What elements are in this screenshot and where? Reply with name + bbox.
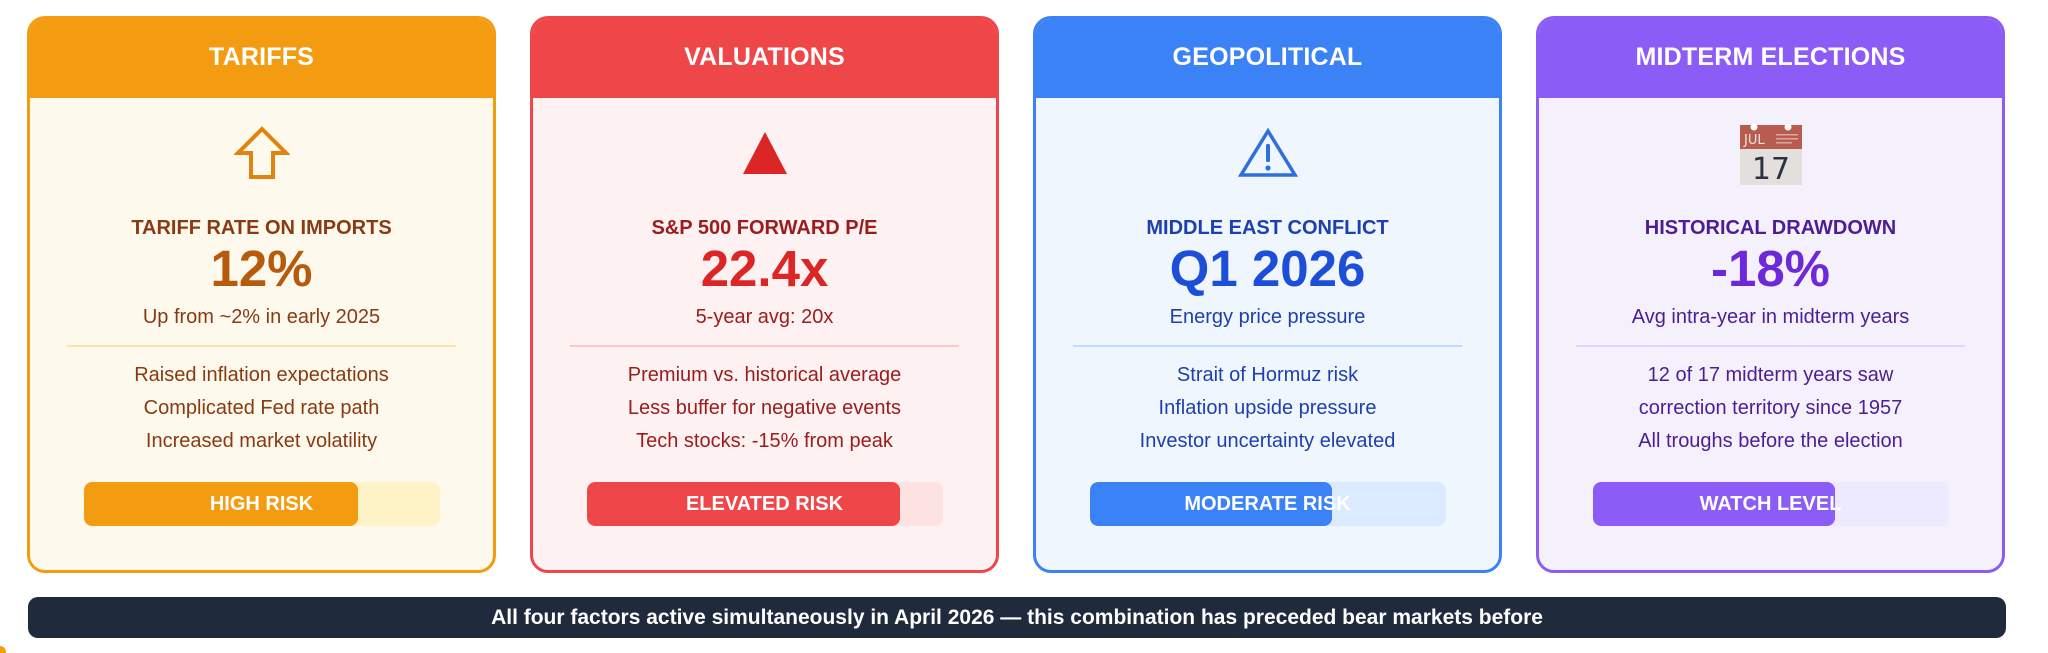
risk-cards: TARIFFS TARIFF RATE ON IMPORTS 12% Up fr… xyxy=(27,16,2005,573)
summary-banner: All four factors active simultaneously i… xyxy=(28,597,2006,638)
list-item: Increased market volatility xyxy=(145,430,378,452)
list-item: Tech stocks: -15% from peak xyxy=(636,430,893,452)
metric-label: TARIFF RATE ON IMPORTS xyxy=(131,217,392,239)
factor-list: Strait of Hormuz risk Inflation upside p… xyxy=(1036,359,1499,458)
list-item: Premium vs. historical average xyxy=(627,364,902,386)
warning-triangle-icon xyxy=(1237,128,1298,177)
list-item: Complicated Fed rate path xyxy=(143,397,380,419)
red-triangle-up-icon xyxy=(742,132,787,174)
metric-subtext: Avg intra-year in midterm years xyxy=(1631,306,1910,328)
card-midterm-elections: MIDTERM ELECTIONS JUL 17 HISTORICAL D xyxy=(1536,16,2005,573)
metric-label: HISTORICAL DRAWDOWN xyxy=(1644,217,1897,239)
divider xyxy=(1576,345,1965,347)
list-item: Inflation upside pressure xyxy=(1158,397,1377,419)
list-item: Investor uncertainty elevated xyxy=(1139,430,1396,452)
list-item: 12 of 17 midterm years saw xyxy=(1647,364,1894,386)
divider xyxy=(67,345,456,347)
factor-list: 12 of 17 midterm years saw correction te… xyxy=(1539,359,2002,458)
risk-meter-fill xyxy=(1592,482,1835,526)
divider xyxy=(1073,345,1462,347)
list-item: Strait of Hormuz risk xyxy=(1176,364,1359,386)
risk-meter-fill xyxy=(1089,482,1332,526)
metric-subtext: Up from ~2% in early 2025 xyxy=(142,306,381,328)
risk-meter: MODERATE RISK xyxy=(1089,482,1446,526)
metric-subtext: Energy price pressure xyxy=(1169,306,1366,328)
card-title: MIDTERM ELECTIONS xyxy=(1539,19,2002,98)
metric-label: S&P 500 FORWARD P/E xyxy=(651,217,878,239)
risk-meter: WATCH LEVEL xyxy=(1592,482,1949,526)
risk-meter: HIGH RISK xyxy=(83,482,440,526)
risk-level-label: ELEVATED RISK xyxy=(685,492,844,515)
risk-meter: ELEVATED RISK xyxy=(586,482,943,526)
factor-list: Premium vs. historical average Less buff… xyxy=(533,359,996,458)
up-arrow-outline-icon xyxy=(233,126,290,179)
metric-label: MIDDLE EAST CONFLICT xyxy=(1146,217,1389,239)
risk-level-label: WATCH LEVEL xyxy=(1699,492,1842,515)
list-item: All troughs before the election xyxy=(1638,430,1903,452)
list-item: Raised inflation expectations xyxy=(134,364,389,386)
list-item: correction territory since 1957 xyxy=(1638,397,1903,419)
card-title: GEOPOLITICAL xyxy=(1036,19,1499,98)
card-valuations: VALUATIONS S&P 500 FORWARD P/E 22.4x 5-y… xyxy=(530,16,999,573)
card-title: TARIFFS xyxy=(30,19,493,98)
metric-value: -18% xyxy=(1710,240,1831,297)
card-title: VALUATIONS xyxy=(533,19,996,98)
summary-banner-text: All four factors active simultaneously i… xyxy=(491,605,1543,629)
risk-meter-fill xyxy=(83,482,358,526)
card-tariffs: TARIFFS TARIFF RATE ON IMPORTS 12% Up fr… xyxy=(27,16,496,573)
metric-subtext: 5-year avg: 20x xyxy=(695,306,834,328)
divider xyxy=(570,345,959,347)
calendar-icon: JUL 17 xyxy=(1739,123,1802,185)
metric-value: Q1 2026 xyxy=(1169,240,1366,297)
corner-decoration xyxy=(0,646,6,653)
svg-text:17: 17 xyxy=(1751,152,1789,185)
list-item: Less buffer for negative events xyxy=(627,397,902,419)
factor-list: Raised inflation expectations Complicate… xyxy=(30,359,493,458)
risk-level-label: HIGH RISK xyxy=(209,492,314,515)
metric-value: 12% xyxy=(210,240,313,297)
risk-meter-fill xyxy=(586,482,900,526)
card-geopolitical: GEOPOLITICAL MIDDLE EAST CONFLICT Q1 202… xyxy=(1033,16,1502,573)
svg-text:JUL: JUL xyxy=(1743,133,1765,148)
metric-value: 22.4x xyxy=(700,240,829,297)
risk-level-label: MODERATE RISK xyxy=(1184,492,1351,515)
